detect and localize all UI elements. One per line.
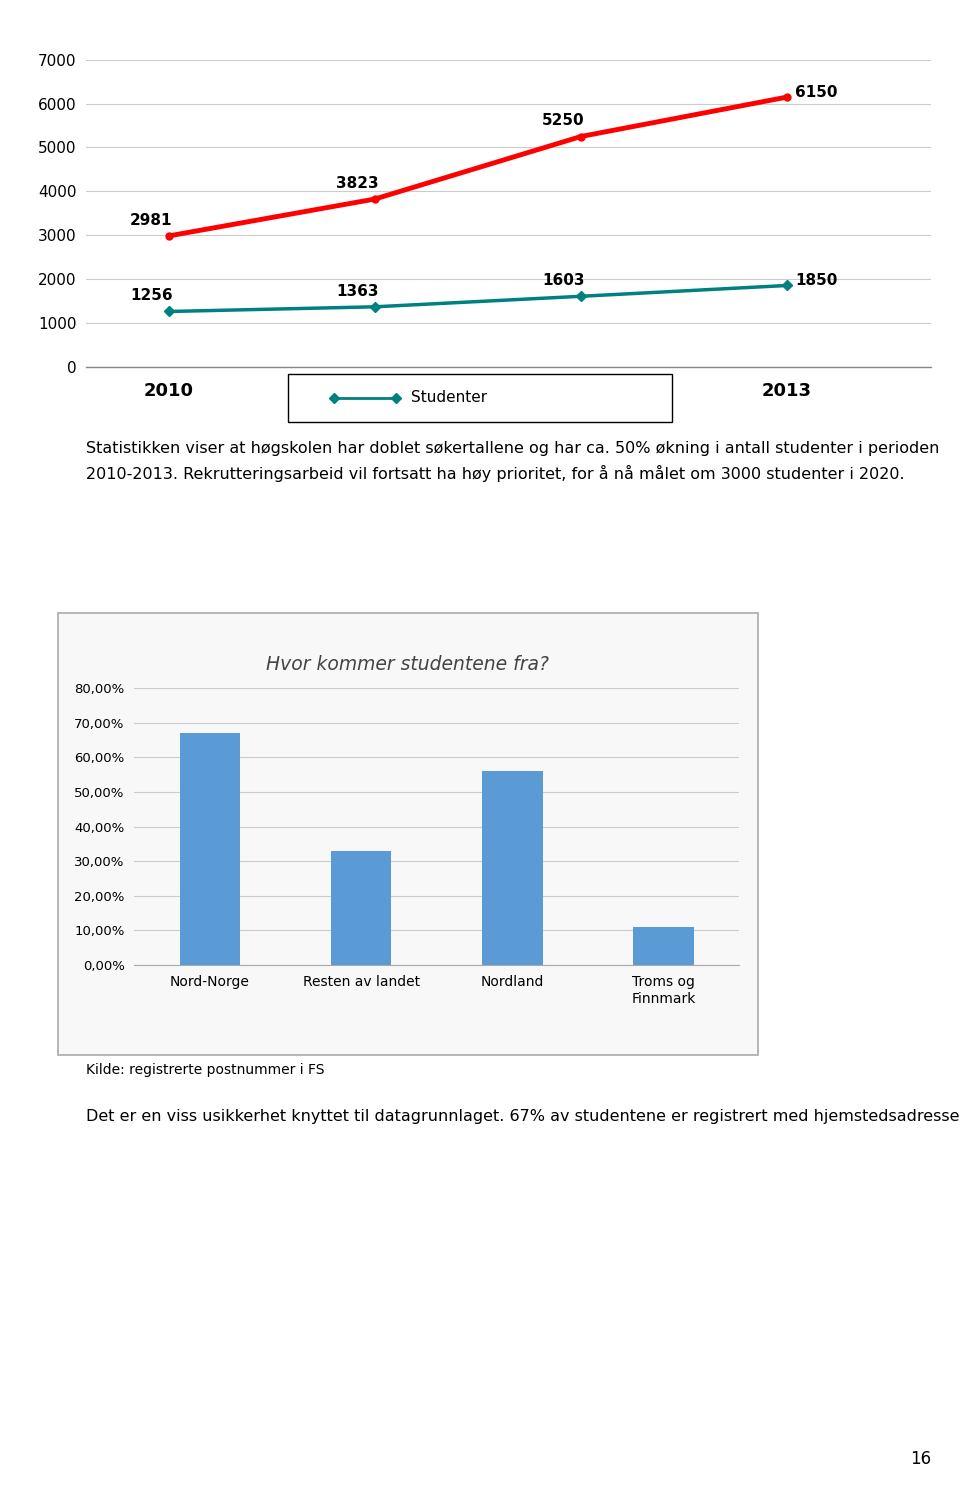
Text: 1363: 1363 (336, 284, 378, 299)
Bar (482, 772, 542, 965)
Text: 2981: 2981 (130, 212, 173, 227)
Text: 16: 16 (910, 1450, 931, 1468)
Text: 1850: 1850 (795, 274, 838, 289)
Text: Studenter: Studenter (411, 390, 487, 405)
Text: 1603: 1603 (542, 274, 585, 289)
Text: Det er en viss usikkerhet knyttet til datagrunnlaget. 67% av studentene er regis: Det er en viss usikkerhet knyttet til da… (86, 1107, 960, 1123)
Bar (634, 928, 694, 965)
Text: 6150: 6150 (795, 85, 838, 100)
Bar (331, 851, 392, 965)
FancyBboxPatch shape (288, 374, 672, 422)
Text: 5250: 5250 (542, 114, 585, 129)
Text: Kilde: registrerte postnummer i FS: Kilde: registrerte postnummer i FS (86, 1062, 324, 1077)
Bar (180, 733, 240, 965)
Text: Hvor kommer studentene fra?: Hvor kommer studentene fra? (267, 655, 549, 675)
Text: Statistikken viser at høgskolen har doblet søkertallene og har ca. 50% økning i : Statistikken viser at høgskolen har dobl… (86, 441, 940, 482)
Text: 3823: 3823 (336, 177, 378, 191)
Text: 1256: 1256 (130, 289, 173, 304)
